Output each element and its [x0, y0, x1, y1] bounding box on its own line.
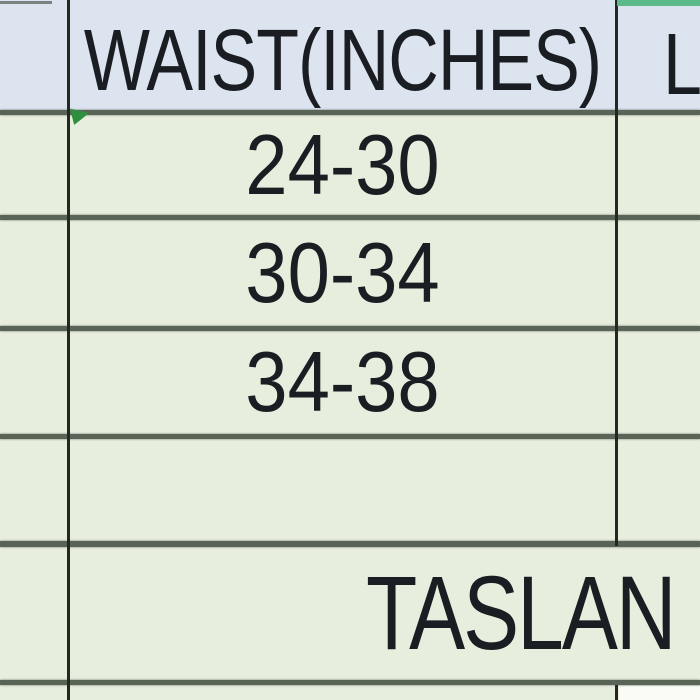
header-row-band [0, 0, 700, 113]
gridline-header-bottom [0, 110, 700, 115]
length-header-partial-label: L [663, 15, 700, 113]
gridline-row1-bottom [0, 215, 700, 220]
length-cell-row2-partial[interactable] [618, 220, 700, 326]
left-cell-row1[interactable] [0, 115, 67, 215]
waist-header-cell[interactable]: WAIST(INCHES) [70, 0, 615, 110]
gridline-right-column-upper [615, 0, 618, 546]
gridline-footer-bottom [0, 680, 700, 685]
length-cell-row1-partial[interactable] [618, 115, 700, 215]
length-cell-row4-partial[interactable] [618, 439, 700, 541]
gridline-row4-bottom [0, 541, 700, 547]
gridline-right-column-lower [615, 685, 618, 700]
waist-cell-row3[interactable]: 34-38 [70, 331, 615, 434]
gridline-row2-bottom [0, 326, 700, 331]
fabric-merged-cell[interactable]: TASLAN [70, 547, 700, 680]
waist-header-label: WAIST(INCHES) [83, 11, 602, 109]
top-left-gridline-fragment [0, 1, 52, 4]
waist-value: 30-34 [245, 225, 440, 321]
header-cell-left-partial[interactable] [0, 0, 67, 110]
fabric-label: TASLAN [366, 554, 677, 672]
waist-value: 34-38 [245, 334, 440, 431]
gridline-left-column [67, 0, 70, 700]
waist-cell-row2[interactable]: 30-34 [70, 220, 615, 326]
waist-cell-row4-empty[interactable] [70, 439, 615, 541]
left-cell-footer-row[interactable] [0, 547, 67, 680]
left-cell-row4[interactable] [0, 439, 67, 541]
length-header-cell[interactable]: L [618, 0, 700, 113]
waist-cell-row1[interactable]: 24-30 [70, 115, 615, 215]
left-cell-row2[interactable] [0, 220, 67, 326]
waist-value: 24-30 [245, 117, 440, 213]
length-cell-row3-partial[interactable] [618, 331, 700, 434]
bottom-right-partial-cell[interactable] [619, 686, 700, 700]
left-cell-row3[interactable] [0, 331, 67, 434]
selection-border-icon [617, 0, 700, 6]
gridline-row3-bottom [0, 434, 700, 439]
